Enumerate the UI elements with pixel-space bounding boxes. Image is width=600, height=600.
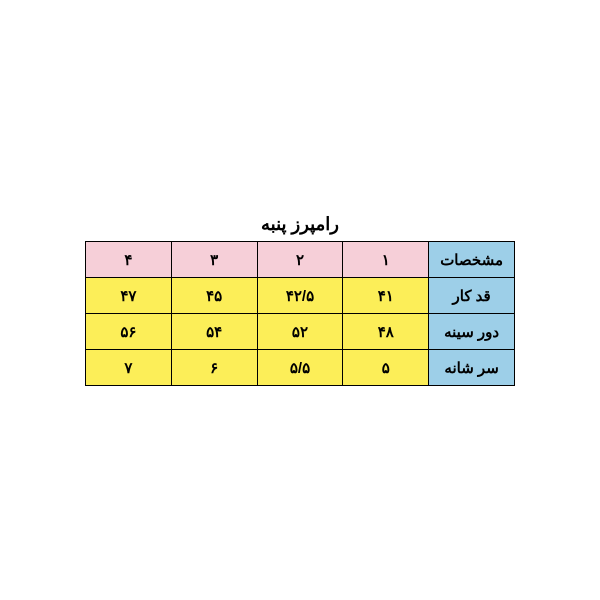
cell-value: ۵۲ [257,314,343,350]
table-row: ۷ ۶ ۵/۵ ۵ سر شانه [86,350,515,386]
table-title: رامپرز پنبه [261,214,339,235]
cell-value: ۵ [343,350,429,386]
spec-col-header: مشخصات [429,242,515,278]
row-label: دور سینه [429,314,515,350]
table-row: ۴۷ ۴۵ ۴۲/۵ ۴۱ قد کار [86,278,515,314]
cell-value: ۷ [86,350,172,386]
size-col-header: ۱ [343,242,429,278]
row-label: قد کار [429,278,515,314]
row-label: سر شانه [429,350,515,386]
cell-value: ۴۸ [343,314,429,350]
cell-value: ۵۴ [171,314,257,350]
size-col-header: ۴ [86,242,172,278]
cell-value: ۶ [171,350,257,386]
cell-value: ۵۶ [86,314,172,350]
cell-value: ۴۵ [171,278,257,314]
table-row: ۵۶ ۵۴ ۵۲ ۴۸ دور سینه [86,314,515,350]
cell-value: ۴۷ [86,278,172,314]
size-col-header: ۳ [171,242,257,278]
cell-value: ۴۱ [343,278,429,314]
size-col-header: ۲ [257,242,343,278]
cell-value: ۴۲/۵ [257,278,343,314]
table-header-row: ۴ ۳ ۲ ۱ مشخصات [86,242,515,278]
size-chart-table: ۴ ۳ ۲ ۱ مشخصات ۴۷ ۴۵ ۴۲/۵ ۴۱ قد کار ۵۶ ۵… [85,241,515,386]
cell-value: ۵/۵ [257,350,343,386]
